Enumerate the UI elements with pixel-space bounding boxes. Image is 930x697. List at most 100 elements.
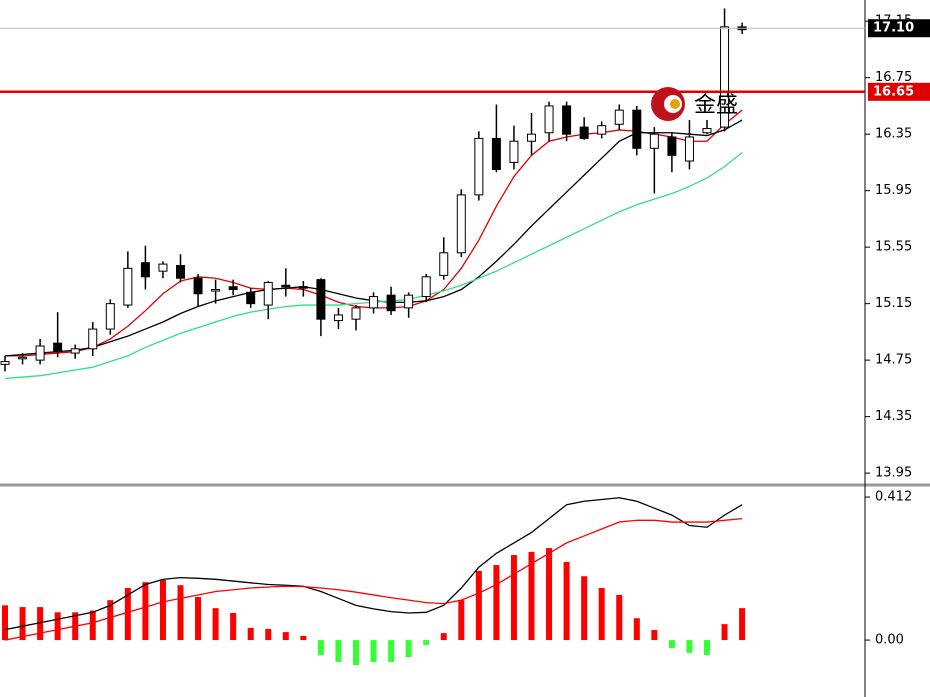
candle-body: [351, 307, 361, 320]
y-tick-label: 15.95: [875, 183, 912, 198]
candle-body: [18, 356, 28, 360]
histogram-bar: [493, 565, 500, 641]
candle-body: [509, 140, 519, 163]
histogram-bar: [388, 640, 395, 662]
candle-body: [105, 303, 115, 330]
histogram-bar: [440, 633, 447, 641]
histogram-bar: [142, 582, 149, 641]
y-tick-label: 15.55: [875, 240, 912, 255]
candle-body: [281, 284, 291, 288]
logo-text: 金盛: [694, 93, 738, 118]
y-tick-label: 16.75: [875, 70, 912, 85]
histogram-bar: [423, 640, 430, 645]
candle-body: [474, 137, 484, 196]
candle-body: [140, 262, 150, 278]
candle-body: [228, 286, 238, 291]
histogram-bar: [616, 594, 623, 641]
candle-body: [439, 252, 449, 276]
histogram-bar: [563, 561, 570, 641]
y-tick-label: 0.00: [875, 633, 904, 648]
candle-body: [562, 105, 572, 135]
candle-body: [316, 279, 326, 320]
candle-body: [597, 125, 607, 135]
histogram-bar: [282, 632, 289, 641]
candle-body: [544, 105, 554, 134]
candle-body: [667, 136, 677, 156]
histogram-bar: [475, 571, 482, 641]
candle-body: [53, 342, 63, 353]
histogram-bar: [19, 607, 26, 641]
last-price-label: 17.10: [873, 21, 914, 36]
histogram-bar: [405, 640, 412, 658]
histogram-bar: [739, 608, 746, 641]
candle-body: [70, 348, 80, 354]
candle-body: [421, 276, 431, 298]
histogram-bar: [510, 555, 517, 641]
histogram-bar: [633, 618, 640, 641]
candle-body: [720, 26, 730, 128]
histogram-bar: [2, 605, 8, 641]
histogram-bar: [247, 627, 254, 641]
histogram-bar: [37, 607, 44, 641]
candle-body: [386, 294, 396, 312]
candle-body: [211, 289, 221, 292]
logo-icon-dot: [670, 99, 680, 109]
candle-body: [579, 126, 589, 139]
histogram-bar: [177, 585, 184, 641]
candle-body: [193, 277, 203, 295]
y-tick-label: 13.95: [875, 466, 912, 481]
histogram-bar: [89, 610, 96, 641]
histogram-bar: [528, 551, 535, 641]
histogram-bar: [265, 628, 272, 641]
price-tag-label: 16.65: [873, 84, 914, 99]
histogram-bar: [195, 597, 202, 641]
indicator-line: [4, 497, 743, 631]
candle-body: [684, 136, 694, 162]
histogram-bar: [721, 624, 728, 641]
histogram-bar: [704, 640, 710, 655]
histogram-bar: [668, 640, 675, 649]
candle-body: [263, 281, 273, 306]
histogram-bar: [651, 630, 658, 641]
candle-body: [0, 361, 10, 365]
histogram-bar: [124, 588, 131, 641]
candle-body: [527, 133, 536, 142]
candle-body: [123, 267, 133, 306]
candle-body: [369, 296, 379, 309]
histogram-bar: [54, 612, 61, 641]
histogram-bar: [353, 640, 359, 666]
candle-body: [491, 137, 501, 170]
candle-body: [456, 194, 466, 254]
y-tick-label: 15.15: [875, 296, 912, 311]
y-tick-label: 14.35: [875, 409, 912, 424]
histogram-bar: [159, 580, 166, 641]
indicator-line: [4, 517, 743, 641]
y-tick-label: 16.35: [875, 127, 912, 142]
candle-body: [333, 314, 343, 322]
candle-body: [614, 109, 624, 125]
y-tick-label: 0.412: [875, 490, 912, 505]
histogram-bar: [317, 640, 324, 655]
last-price-tag: [868, 19, 930, 38]
histogram-bar: [230, 613, 237, 641]
candle-body: [298, 286, 308, 289]
candle-body: [176, 265, 185, 279]
histogram-bar: [335, 640, 342, 662]
histogram-bar: [212, 608, 219, 641]
candle-body: [632, 109, 642, 149]
candle-body: [158, 263, 168, 272]
histogram-bar: [546, 548, 553, 641]
histogram-bar: [581, 576, 588, 641]
candle-body: [649, 133, 659, 149]
histogram-bar: [300, 635, 307, 641]
price-tag: [868, 82, 930, 101]
histogram-bar: [598, 588, 605, 641]
histogram-bar: [107, 600, 114, 641]
histogram-bar: [686, 640, 693, 653]
y-tick-label: 14.75: [875, 353, 912, 368]
candle-body: [88, 328, 98, 350]
histogram-bar: [370, 640, 377, 662]
candle-body: [246, 291, 256, 305]
